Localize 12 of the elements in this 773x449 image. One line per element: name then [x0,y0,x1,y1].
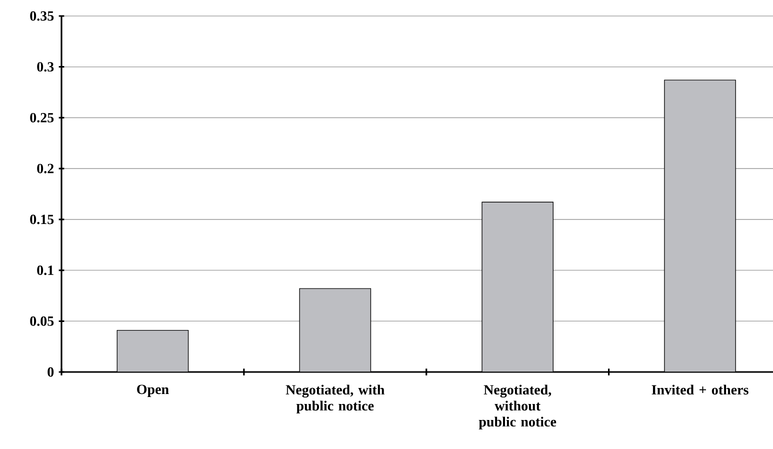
y-tick-label: 0.25 [30,112,54,122]
y-tick-label: 0.35 [30,11,54,21]
x-tick-label: Invited + others [652,384,748,395]
x-tick-label: Negotiated, without public notice [478,384,556,430]
y-tick-label: 0.1 [37,266,54,276]
x-tick-label: Negotiated, with public notice [286,384,385,414]
x-tick-label: Open [137,384,169,397]
y-tick-label: 0.3 [37,62,54,72]
y-tick-label: 0 [48,367,54,377]
y-tick-label: 0.05 [30,316,54,326]
y-tick-label: 0.15 [30,214,54,224]
y-tick-label: 0.2 [37,164,54,174]
